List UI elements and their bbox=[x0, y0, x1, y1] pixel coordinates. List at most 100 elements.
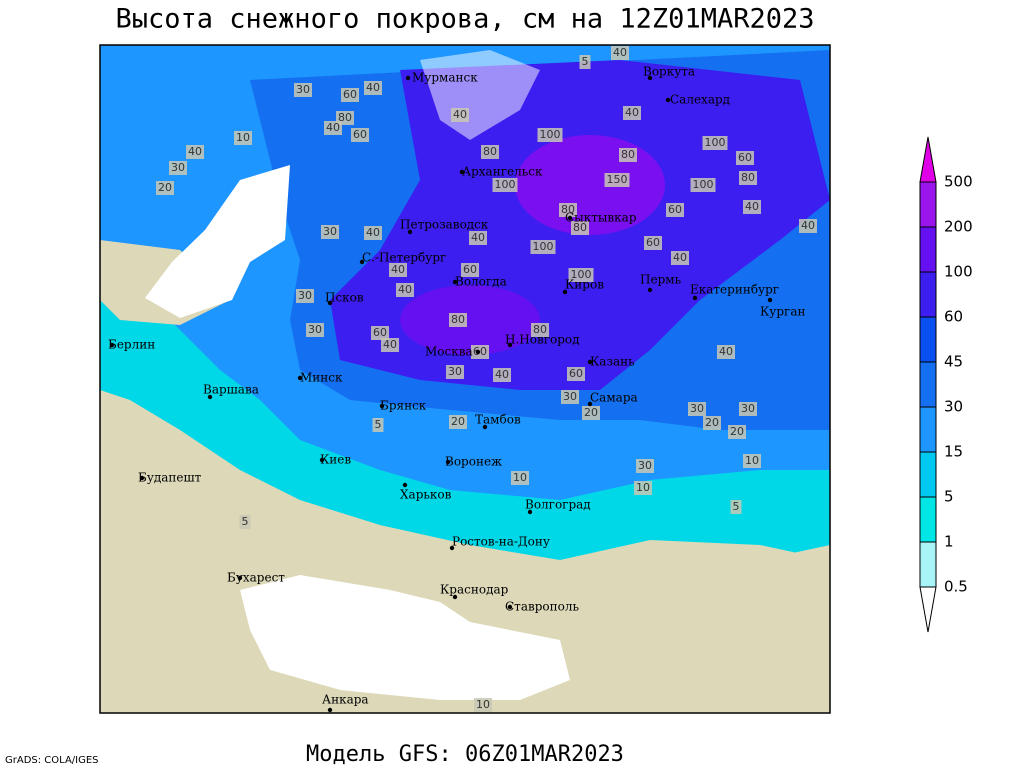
city-name: С.-Петербург bbox=[362, 251, 446, 265]
contour-label-box bbox=[644, 236, 662, 250]
city-name: Анкара bbox=[322, 693, 369, 707]
city-dot bbox=[567, 215, 573, 221]
city-dot bbox=[459, 169, 465, 175]
city-dot bbox=[527, 509, 533, 515]
city-name: Берлин bbox=[108, 338, 155, 352]
contour-label: 80 bbox=[451, 313, 465, 326]
contour-label-box bbox=[537, 128, 563, 142]
contour-label: 150 bbox=[607, 173, 628, 186]
colorbar-label: 100 bbox=[944, 263, 973, 281]
colorbar-label: 5 bbox=[944, 488, 954, 506]
city-dot bbox=[507, 604, 513, 610]
land bbox=[610, 545, 830, 713]
map-area bbox=[99, 44, 831, 714]
contour-label-box bbox=[446, 365, 464, 379]
contour-label: 40 bbox=[719, 345, 733, 358]
contour-label-box bbox=[634, 481, 652, 495]
contour-label-box bbox=[449, 415, 467, 429]
contour-label-box bbox=[321, 225, 339, 239]
contour-label-box bbox=[690, 178, 716, 192]
contour-label-box bbox=[474, 698, 492, 712]
city-dot bbox=[767, 297, 773, 303]
contour-label: 60 bbox=[463, 263, 477, 276]
city-dot bbox=[207, 394, 213, 400]
contour-label-box bbox=[294, 83, 312, 97]
contour-label-box bbox=[511, 471, 529, 485]
contour-label: 40 bbox=[326, 121, 340, 134]
contour-label-box bbox=[604, 173, 630, 187]
contour-label-box bbox=[571, 221, 589, 235]
contour-label-box bbox=[451, 108, 469, 122]
city-name: Тамбов bbox=[475, 413, 521, 427]
contour-label-box bbox=[389, 263, 407, 277]
contour-label-box bbox=[493, 368, 511, 382]
contour-label: 80 bbox=[533, 323, 547, 336]
city-name: Волгоград bbox=[525, 498, 591, 512]
contour-label: 80 bbox=[621, 148, 635, 161]
city-name: Вологда bbox=[455, 275, 507, 289]
contour-label: 100 bbox=[571, 268, 592, 281]
contour-label-box bbox=[531, 323, 549, 337]
contour-label-box bbox=[156, 181, 174, 195]
contour-label: 80 bbox=[741, 171, 755, 184]
contour-label-box bbox=[296, 289, 314, 303]
city-dot bbox=[327, 300, 333, 306]
cities: Мурманск Воркута Салехард Архангельск Сыктыв… bbox=[108, 65, 805, 713]
city-name: Минск bbox=[300, 371, 343, 385]
colorbar-label: 0.5 bbox=[944, 578, 968, 596]
colorbar-segment bbox=[919, 496, 937, 543]
contour-label: 30 bbox=[323, 225, 337, 238]
colorbar-label: 200 bbox=[944, 218, 973, 236]
contour-label: 30 bbox=[171, 161, 185, 174]
city-name: Харьков bbox=[400, 488, 452, 502]
contour-label-box bbox=[530, 240, 556, 254]
city-dot bbox=[452, 594, 458, 600]
city-dot bbox=[587, 359, 593, 365]
contour-label-box bbox=[703, 416, 721, 430]
contour-label-box bbox=[579, 55, 591, 69]
city-dot bbox=[647, 75, 653, 81]
contour-label-box bbox=[568, 268, 594, 282]
contour-label: 80 bbox=[561, 203, 575, 216]
city-name: Самара bbox=[590, 391, 638, 405]
contour-label-box bbox=[739, 171, 757, 185]
city-dot bbox=[379, 403, 385, 409]
colorbar-segment bbox=[919, 271, 937, 318]
city-dot bbox=[445, 459, 451, 465]
city-dot bbox=[359, 259, 365, 265]
contour-label-box bbox=[341, 88, 359, 102]
contour-label: 60 bbox=[668, 203, 682, 216]
contour-label: 30 bbox=[308, 323, 322, 336]
city-name: Сыктывкар bbox=[565, 211, 637, 225]
contour-label: 10 bbox=[476, 698, 490, 711]
contour-label: 30 bbox=[448, 365, 462, 378]
contour-label: 10 bbox=[636, 481, 650, 494]
contour-label-box bbox=[306, 323, 324, 337]
contour-label-box bbox=[671, 251, 689, 265]
white-sea bbox=[420, 50, 540, 140]
contour-label-box bbox=[371, 326, 389, 340]
contour-label: 40 bbox=[366, 226, 380, 239]
footer: Модель GFS: 06Z01MAR2023 bbox=[306, 742, 624, 767]
colorbar-label: 500 bbox=[944, 173, 973, 191]
contour-label: 40 bbox=[188, 145, 202, 158]
contour-label: 60 bbox=[373, 326, 387, 339]
contour-label: 20 bbox=[730, 425, 744, 438]
city-dot bbox=[507, 342, 513, 348]
contour-label: 40 bbox=[673, 251, 687, 264]
contour-label: 5 bbox=[733, 500, 740, 513]
city-name: Бухарест bbox=[227, 571, 285, 585]
contour-label: 80 bbox=[338, 111, 352, 124]
contour-label: 40 bbox=[801, 219, 815, 232]
city-dot bbox=[475, 349, 481, 355]
contour-label: 40 bbox=[453, 108, 467, 121]
contour-label-box bbox=[717, 345, 735, 359]
city-name: Екатеринбург bbox=[690, 283, 779, 297]
city-dot bbox=[647, 287, 653, 293]
contour-label-box bbox=[559, 203, 577, 217]
city-dot bbox=[405, 75, 411, 81]
credit: GrADS: COLA/IGES bbox=[5, 755, 99, 766]
